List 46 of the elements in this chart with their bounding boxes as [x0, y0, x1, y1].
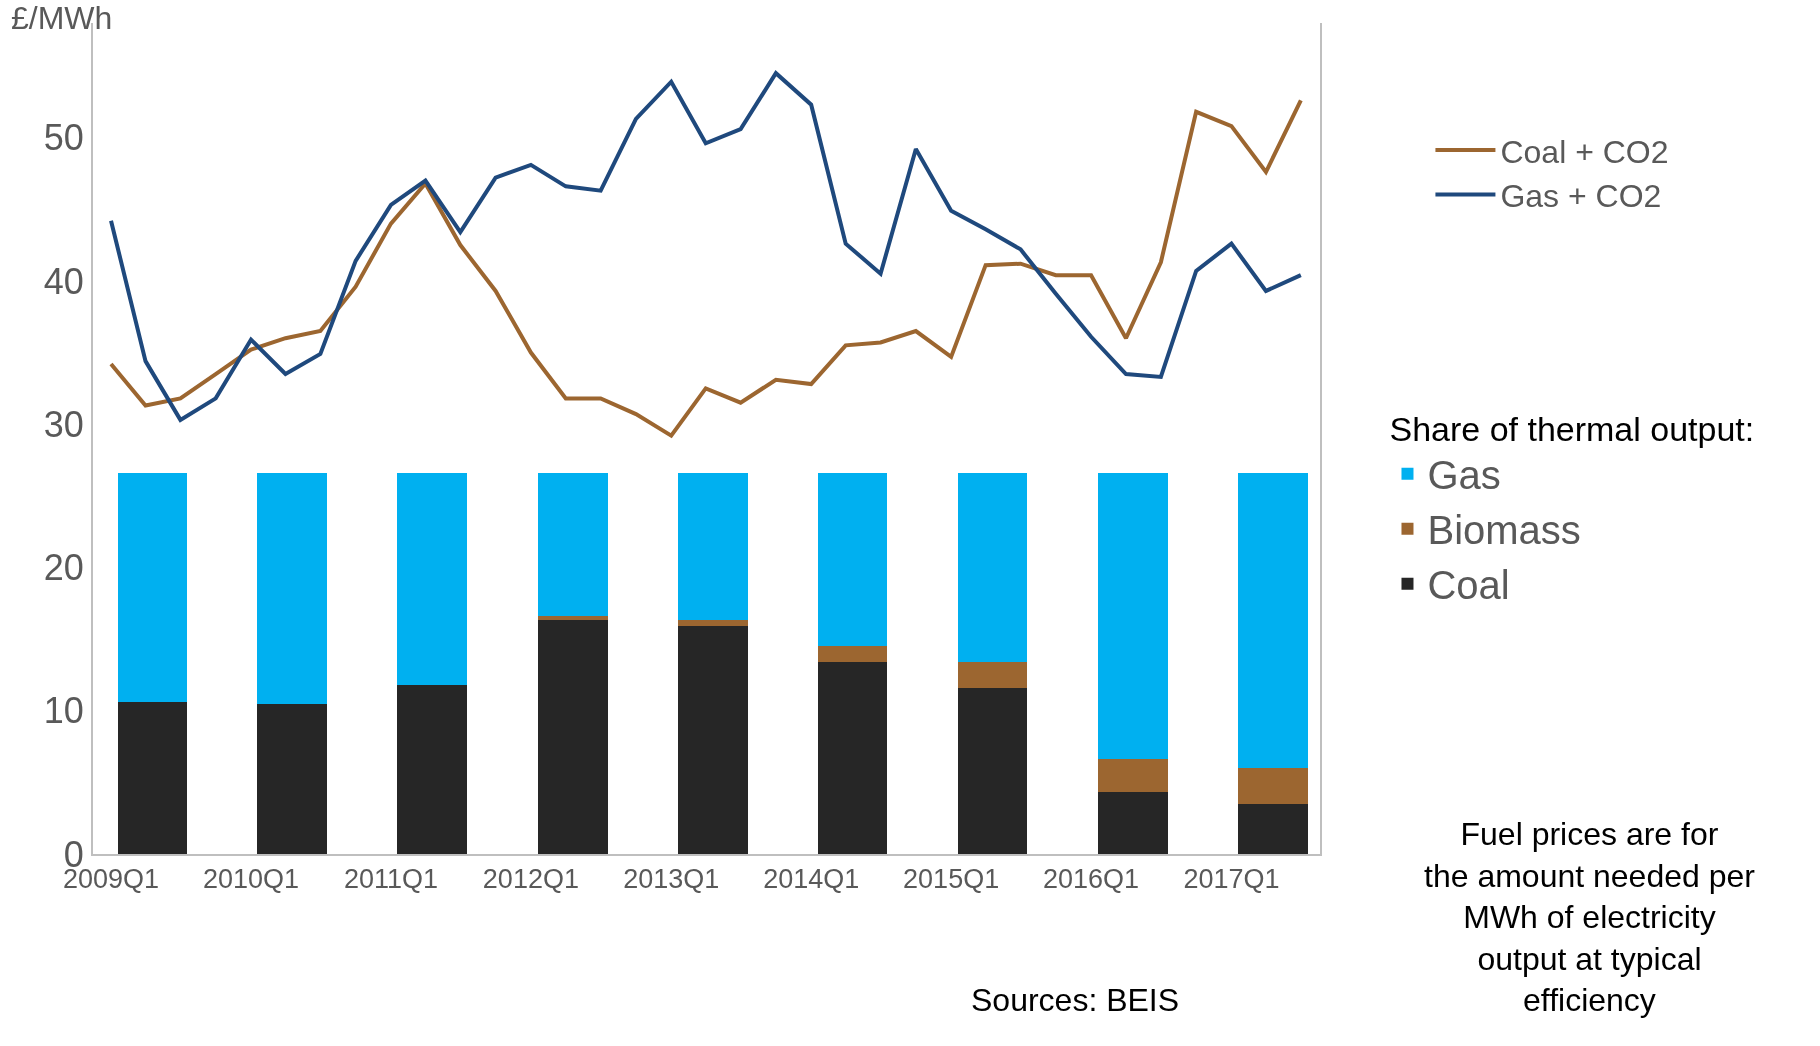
x-tick-label: 2010Q1 — [202, 864, 300, 895]
bar — [397, 472, 468, 685]
x-tick-label: 2014Q1 — [763, 864, 860, 895]
bar — [257, 703, 328, 854]
legend-label: Coal — [1427, 563, 1510, 608]
y-axis-title: £/MWh — [11, 0, 113, 36]
x-tick-label: 2011Q1 — [343, 864, 438, 895]
x-tick-label: 2015Q1 — [903, 864, 1000, 895]
bar — [1097, 792, 1168, 854]
bar — [817, 662, 888, 854]
bar — [817, 472, 888, 647]
bar — [677, 472, 748, 621]
bar — [397, 684, 468, 854]
bar — [1097, 759, 1168, 793]
bar — [1237, 768, 1308, 804]
bar — [537, 616, 608, 621]
y-tick-label: 30 — [43, 403, 84, 445]
legend-title: Share of thermal output: — [1389, 410, 1755, 449]
bar — [957, 472, 1028, 663]
y-tick-label: 40 — [43, 260, 84, 302]
bar — [537, 620, 608, 854]
y-tick-label: 20 — [43, 547, 84, 589]
bar — [1237, 472, 1308, 769]
bar — [677, 626, 748, 854]
bar — [957, 687, 1028, 854]
y-tick-label: 10 — [43, 690, 84, 732]
source-note: Sources: BEIS — [971, 982, 1180, 1018]
x-tick-label: 2013Q1 — [623, 864, 720, 895]
bar — [257, 472, 328, 704]
legend-label: Gas + CO2 — [1500, 178, 1662, 215]
bar — [1237, 803, 1308, 854]
legend-label: Coal + CO2 — [1500, 133, 1669, 170]
legend-label: Gas — [1427, 453, 1501, 498]
bar — [677, 620, 748, 627]
bar — [1097, 472, 1168, 760]
bar — [817, 646, 888, 663]
y-tick-label: 50 — [43, 117, 84, 159]
text: Fuel prices are for the amount needed per MWh of electricity output at typical efficiency — [1424, 816, 1756, 1019]
x-tick-label: 2017Q1 — [1183, 864, 1280, 895]
x-tick-label: 2016Q1 — [1043, 864, 1140, 895]
bar — [117, 472, 188, 703]
bar — [537, 472, 608, 617]
legend-label: Biomass — [1427, 508, 1581, 553]
bar — [117, 702, 188, 854]
x-tick-label: 2012Q1 — [482, 864, 579, 895]
bar — [957, 662, 1028, 688]
